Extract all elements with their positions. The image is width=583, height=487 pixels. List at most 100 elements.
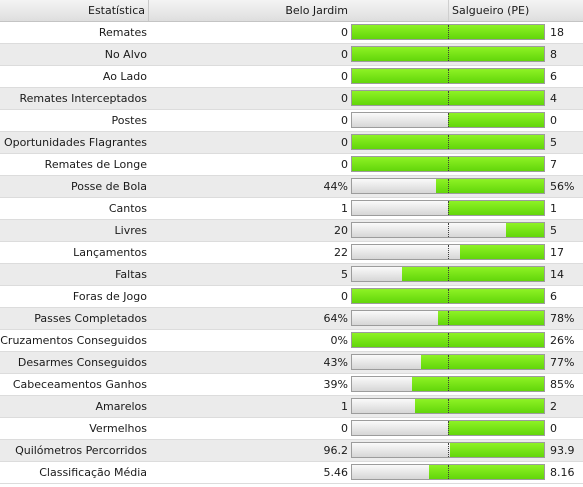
table-row: Lançamentos 22 17 [0, 242, 583, 264]
home-value: 0 [341, 136, 348, 149]
away-value: 5 [550, 136, 557, 149]
table-row: Ao Lado 0 6 [0, 66, 583, 88]
away-value: 4 [550, 92, 557, 105]
away-value: 2 [550, 400, 557, 413]
comparison-bar [351, 134, 545, 150]
away-share-fill [402, 267, 544, 281]
bar-midline [448, 311, 449, 325]
stat-label: Lançamentos [73, 246, 147, 259]
stat-label: Remates de Longe [44, 158, 147, 171]
table-row: No Alvo 0 8 [0, 44, 583, 66]
away-share-fill [448, 421, 544, 435]
away-share-fill [506, 223, 544, 237]
stat-label: Amarelos [95, 400, 147, 413]
stat-label: Faltas [115, 268, 147, 281]
stat-label: Postes [111, 114, 147, 127]
away-value: 0 [550, 422, 557, 435]
away-value: 5 [550, 224, 557, 237]
home-value: 1 [341, 202, 348, 215]
stat-label: Remates [98, 26, 147, 39]
table-row: Amarelos 1 2 [0, 396, 583, 418]
bar-midline [448, 399, 449, 413]
home-value: 5 [341, 268, 348, 281]
away-value: 0 [550, 114, 557, 127]
bar-midline [448, 201, 449, 215]
table-row: Quilómetros Percorridos 96.2 93.9 [0, 440, 583, 462]
home-value: 0 [341, 26, 348, 39]
stat-label: Classificação Média [39, 466, 147, 479]
table-row: Foras de Jogo 0 6 [0, 286, 583, 308]
bar-midline [448, 421, 449, 435]
table-row: Faltas 5 14 [0, 264, 583, 286]
away-value: 93.9 [550, 444, 575, 457]
comparison-bar [351, 178, 545, 194]
table-row: Remates 0 18 [0, 22, 583, 44]
away-value: 78% [550, 312, 575, 325]
table-row: Cabeceamentos Ganhos 39% 85% [0, 374, 583, 396]
bar-midline [448, 135, 449, 149]
table-row: Vermelhos 0 0 [0, 418, 583, 440]
table-header: Estatística Belo Jardim Salgueiro (PE) [0, 0, 583, 22]
stat-label: Vermelhos [89, 422, 147, 435]
away-value: 1 [550, 202, 557, 215]
comparison-bar [351, 266, 545, 282]
home-value: 0 [341, 48, 348, 61]
column-header-statistic[interactable]: Estatística [0, 0, 149, 21]
stat-label: Ao Lado [102, 70, 147, 83]
stat-label: Cabeceamentos Ganhos [12, 378, 147, 391]
table-row: Postes 0 0 [0, 110, 583, 132]
stat-label: Desarmes Conseguidos [17, 356, 147, 369]
home-value: 22 [334, 246, 348, 259]
table-row: Livres 20 5 [0, 220, 583, 242]
comparison-bar [351, 376, 545, 392]
home-value: 0 [341, 422, 348, 435]
home-value: 0 [341, 92, 348, 105]
bar-midline [448, 157, 449, 171]
bar-midline [448, 47, 449, 61]
bar-midline [448, 443, 449, 457]
stat-label: Cantos [108, 202, 147, 215]
away-value: 7 [550, 158, 557, 171]
away-value: 8 [550, 48, 557, 61]
away-share-fill [450, 443, 544, 457]
comparison-bar [351, 200, 545, 216]
home-value: 5.46 [323, 466, 349, 479]
bar-midline [448, 113, 449, 127]
stat-label: Passes Completados [34, 312, 147, 325]
away-share-fill [415, 399, 544, 413]
away-value: 85% [550, 378, 575, 391]
comparison-bar [351, 156, 545, 172]
bar-midline [448, 69, 449, 83]
home-value: 64% [323, 312, 348, 325]
away-share-fill [448, 201, 544, 215]
bar-midline [448, 91, 449, 105]
away-share-fill [412, 377, 544, 391]
home-value: 20 [334, 224, 348, 237]
away-value: 17 [550, 246, 564, 259]
away-share-fill [448, 113, 544, 127]
comparison-bar [351, 398, 545, 414]
home-value: 44% [323, 180, 348, 193]
comparison-bar [351, 112, 545, 128]
table-row: Cantos 1 1 [0, 198, 583, 220]
stat-label: Foras de Jogo [72, 290, 147, 303]
comparison-bar [351, 354, 545, 370]
table-row: Remates de Longe 0 7 [0, 154, 583, 176]
stat-label: Quilómetros Percorridos [15, 444, 147, 457]
away-share-fill [421, 355, 544, 369]
away-value: 14 [550, 268, 564, 281]
table-row: Passes Completados 64% 78% [0, 308, 583, 330]
comparison-bar [351, 464, 545, 480]
table-row: Posse de Bola 44% 56% [0, 176, 583, 198]
stat-label: Oportunidades Flagrantes [3, 136, 147, 149]
away-value: 26% [550, 334, 575, 347]
away-share-fill [460, 245, 544, 259]
bar-midline [448, 465, 449, 479]
away-share-fill [436, 179, 544, 193]
column-header-away-team: Salgueiro (PE) [452, 4, 530, 17]
home-value: 96.2 [323, 444, 349, 457]
bar-midline [448, 355, 449, 369]
home-value: 0 [341, 290, 348, 303]
column-header-home-team: Belo Jardim [285, 4, 348, 17]
